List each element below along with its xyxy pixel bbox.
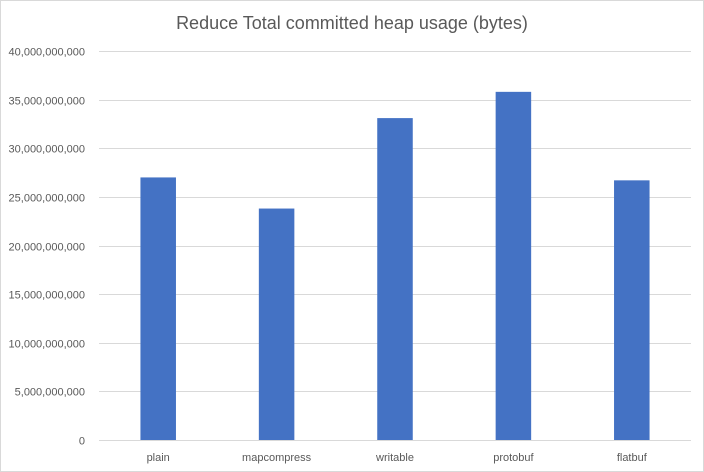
y-tick-label: 10,000,000,000 [9,339,85,351]
y-tick-label: 20,000,000,000 [9,242,85,254]
x-tick-label: mapcompress [242,452,312,464]
y-tick-label: 15,000,000,000 [9,290,85,302]
x-tick-label: writable [375,452,414,464]
bar-writable [377,118,413,440]
y-tick-label: 40,000,000,000 [9,47,85,59]
bars [140,91,650,441]
bar-plain [140,177,176,441]
x-axis-tick-labels: plain mapcompress writable protobuf flatbuf [147,452,648,464]
bar-protobuf [495,91,532,440]
bar-flatbuf [614,180,650,440]
bar-mapcompress [258,208,295,440]
y-tick-label: 25,000,000,000 [9,193,85,205]
y-axis-tick-labels: 0 5,000,000,000 10,000,000,000 15,000,000,0… [9,47,85,448]
y-tick-label: 35,000,000,000 [9,96,85,108]
x-tick-label: flatbuf [617,452,648,464]
chart-title: Reduce Total committed heap usage (bytes… [176,13,528,33]
y-tick-label: 0 [79,436,85,448]
x-tick-label: protobuf [493,452,534,464]
y-tick-label: 5,000,000,000 [15,387,85,399]
y-tick-label: 30,000,000,000 [9,144,85,156]
x-tick-label: plain [147,452,170,464]
